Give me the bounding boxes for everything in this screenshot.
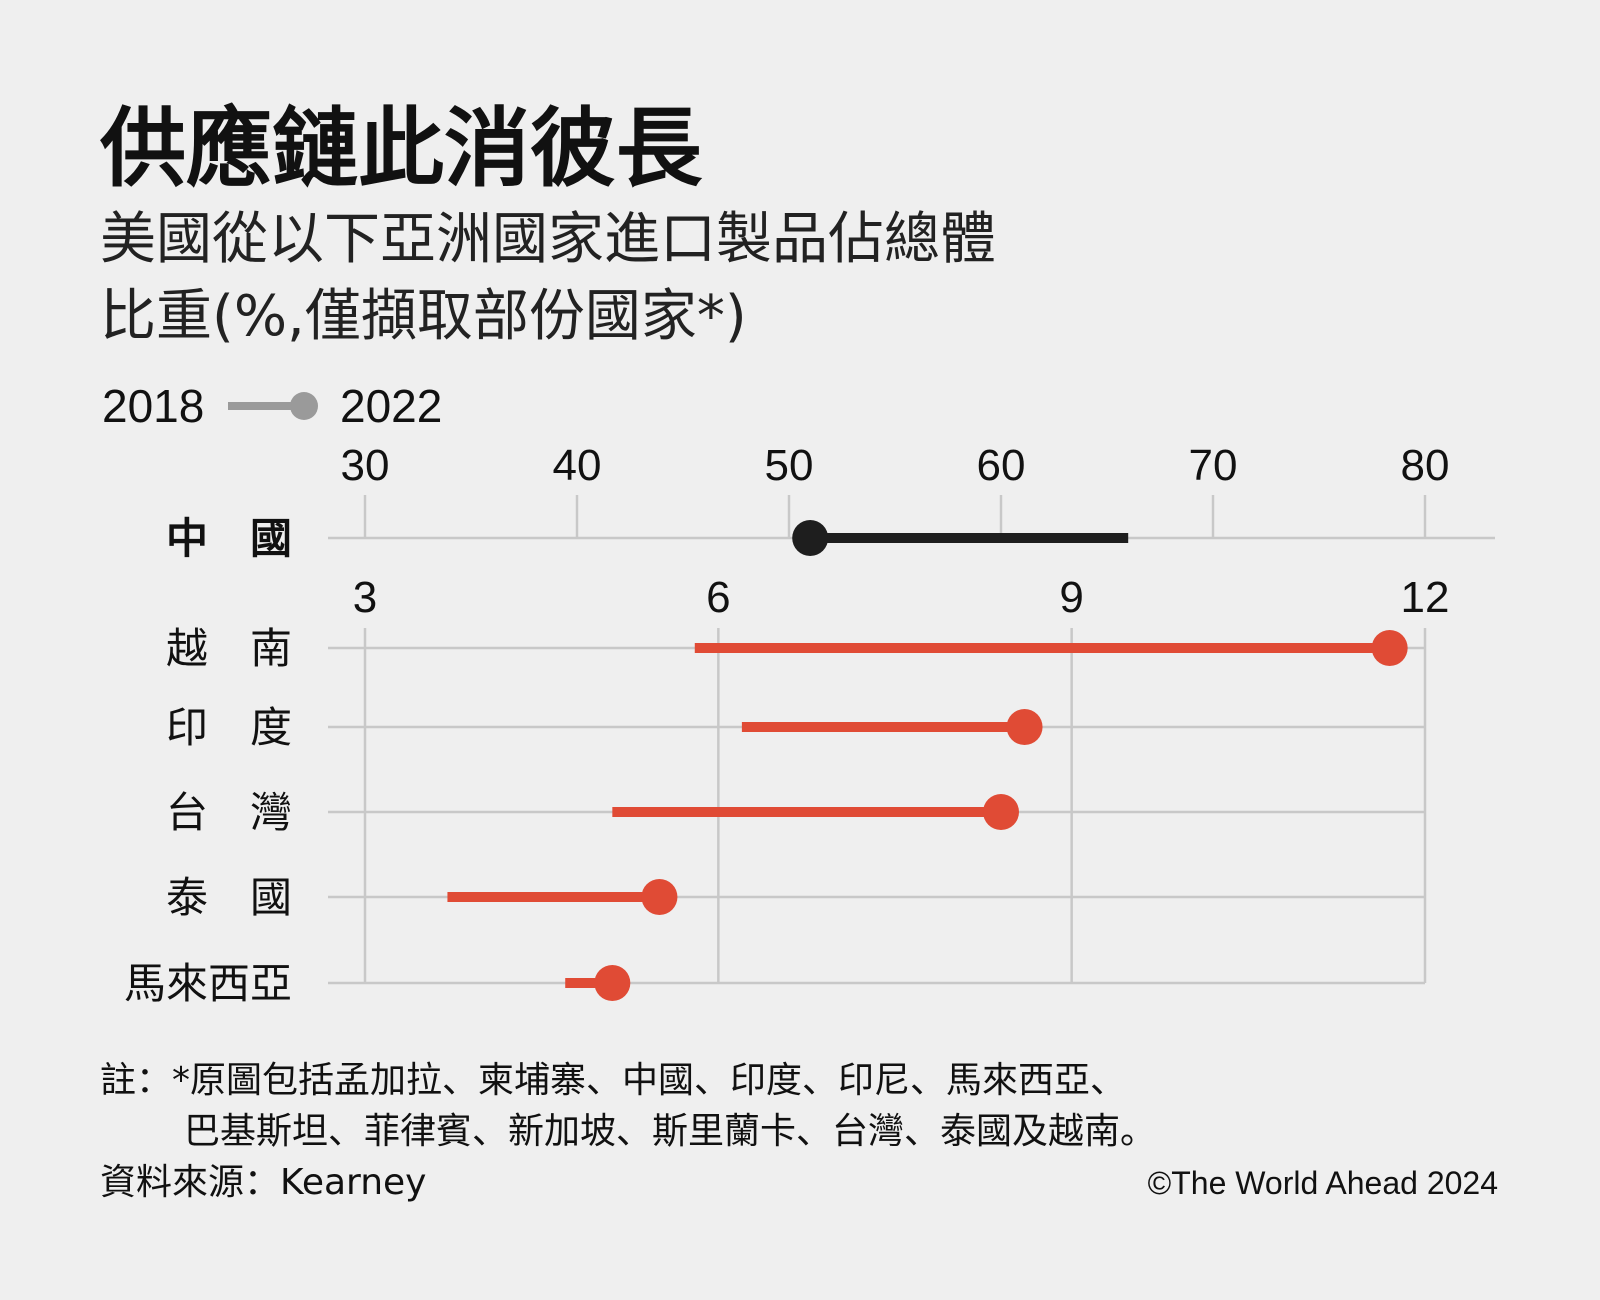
note-line-1: 註：*原圖包括孟加拉、柬埔寨、中國、印度、印尼、馬來西亞、 [100, 1060, 1126, 1101]
tick-label: 6 [706, 573, 730, 622]
tick-label: 12 [1401, 573, 1450, 622]
category-label: 越 南 [166, 624, 292, 673]
category-label: 中 國 [166, 514, 292, 563]
legend-start-label: 2018 [102, 380, 204, 432]
point-2022 [792, 520, 829, 556]
tick-label: 60 [977, 441, 1026, 490]
credit: ©The World Ahead 2024 [1148, 1165, 1498, 1201]
legend-dot [290, 392, 318, 420]
tick-label: 80 [1401, 441, 1450, 490]
point-2022 [1371, 630, 1408, 666]
tick-label: 30 [341, 441, 390, 490]
point-2022 [983, 794, 1019, 830]
subtitle-line-2: 比重(%,僅擷取部份國家*) [100, 284, 747, 349]
chart-title: 供應鏈此消彼長 [100, 99, 703, 199]
note-line-2: 巴基斯坦、菲律賓、新加坡、斯里蘭卡、台灣、泰國及越南。 [184, 1111, 1156, 1152]
category-label: 泰 國 [166, 873, 292, 922]
subtitle-line-1: 美國從以下亞洲國家進口製品佔總體 [100, 207, 996, 272]
tick-label: 9 [1059, 573, 1083, 622]
point-2022 [1006, 709, 1043, 745]
legend-end-label: 2022 [340, 380, 442, 432]
category-label: 印 度 [166, 703, 292, 752]
tick-label: 40 [553, 441, 602, 490]
category-label: 台 灣 [166, 788, 292, 837]
tick-label: 3 [353, 573, 377, 622]
point-2022 [641, 879, 678, 915]
point-2022 [594, 965, 631, 1001]
tick-label: 70 [1189, 441, 1238, 490]
source: 資料來源：Kearney [100, 1162, 426, 1203]
tick-label: 50 [765, 441, 814, 490]
legend: 2018 2022 [102, 380, 442, 432]
category-label: 馬來西亞 [124, 959, 292, 1008]
